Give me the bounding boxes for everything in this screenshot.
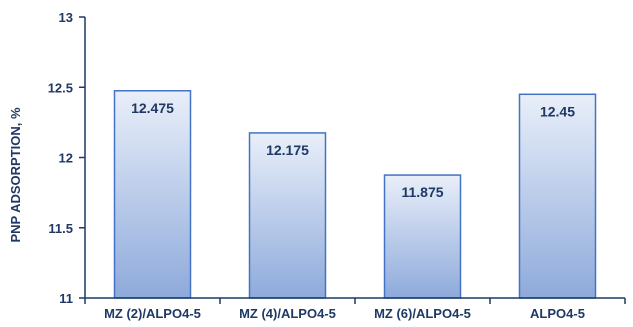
y-tick-label: 13: [59, 10, 73, 25]
bar: [113, 90, 192, 299]
y-axis-title: PNP ADSORPTION, %: [8, 107, 23, 243]
y-tick-label: 11: [59, 291, 73, 306]
x-tick-label: ALPO4-5: [530, 306, 585, 321]
x-tick-label: MZ (6)/ALPO4-5: [374, 306, 471, 321]
x-tick-label: MZ (4)/ALPO4-5: [239, 306, 336, 321]
bar: [518, 93, 597, 299]
data-label: 12.45: [540, 103, 575, 119]
y-tick-label: 11.5: [48, 221, 73, 236]
data-label: 12.175: [266, 142, 309, 158]
axes: [79, 16, 626, 304]
data-label: 11.875: [401, 184, 443, 200]
x-tick-label: MZ (2)/ALPO4-5: [104, 306, 201, 321]
bar: [248, 132, 327, 299]
data-label: 12.475: [131, 100, 174, 116]
y-tick-label: 12: [59, 151, 73, 166]
labels: 12.475 MZ (2)/ALPO4-5 12.175 MZ (4)/ALPO4-5…: [48, 10, 585, 321]
bar: [383, 174, 462, 299]
bars: [113, 90, 597, 299]
y-tick-label: 12.5: [48, 80, 73, 95]
